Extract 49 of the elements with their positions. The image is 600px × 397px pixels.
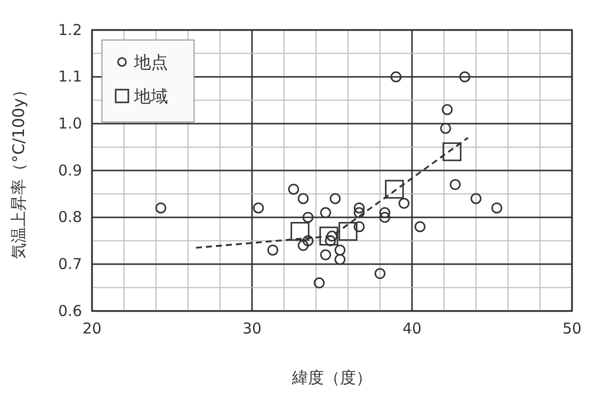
point [319, 226, 338, 246]
y-tick-label: 0.7 [58, 254, 82, 273]
point [379, 207, 390, 218]
x-tick-label: 40 [402, 320, 422, 338]
point [390, 71, 402, 82]
point [379, 212, 390, 223]
point [338, 222, 358, 241]
x-tick-label: 50 [562, 320, 582, 338]
point [290, 222, 310, 241]
x-axis-title: 緯度（度） [291, 368, 372, 387]
x-tick-label: 20 [82, 320, 102, 338]
point [302, 212, 314, 223]
y-tick-label: 0.6 [58, 302, 82, 320]
x-tick-label: 30 [242, 320, 262, 338]
point [354, 207, 365, 218]
point [334, 254, 346, 265]
point [354, 221, 365, 232]
point [314, 277, 325, 288]
point [330, 193, 341, 204]
point [442, 142, 462, 162]
y-tick-label: 1.1 [58, 68, 82, 86]
point [334, 244, 346, 256]
point [298, 193, 309, 204]
point [354, 202, 365, 214]
point [320, 207, 332, 218]
point [491, 202, 502, 214]
point [450, 179, 461, 190]
y-tick-label: 1.2 [58, 20, 82, 39]
point [155, 202, 166, 214]
legend-label: 地域 [133, 86, 168, 107]
point [298, 240, 309, 251]
y-tick-label: 0.9 [58, 161, 82, 180]
point [442, 104, 453, 116]
point [414, 221, 426, 232]
point [398, 198, 410, 209]
point [320, 249, 332, 260]
point [267, 244, 278, 256]
point [252, 202, 264, 214]
y-tick-label: 0.8 [58, 208, 82, 226]
point [459, 71, 470, 82]
point [302, 235, 314, 246]
y-axis-title: 気温上昇率（°C/100y） [9, 82, 28, 259]
point [288, 184, 300, 195]
point [440, 122, 452, 134]
point [384, 180, 404, 199]
point [470, 193, 482, 204]
y-tick-label: 1.0 [58, 114, 82, 132]
legend-label: 地点 [133, 52, 168, 73]
point [374, 268, 386, 279]
